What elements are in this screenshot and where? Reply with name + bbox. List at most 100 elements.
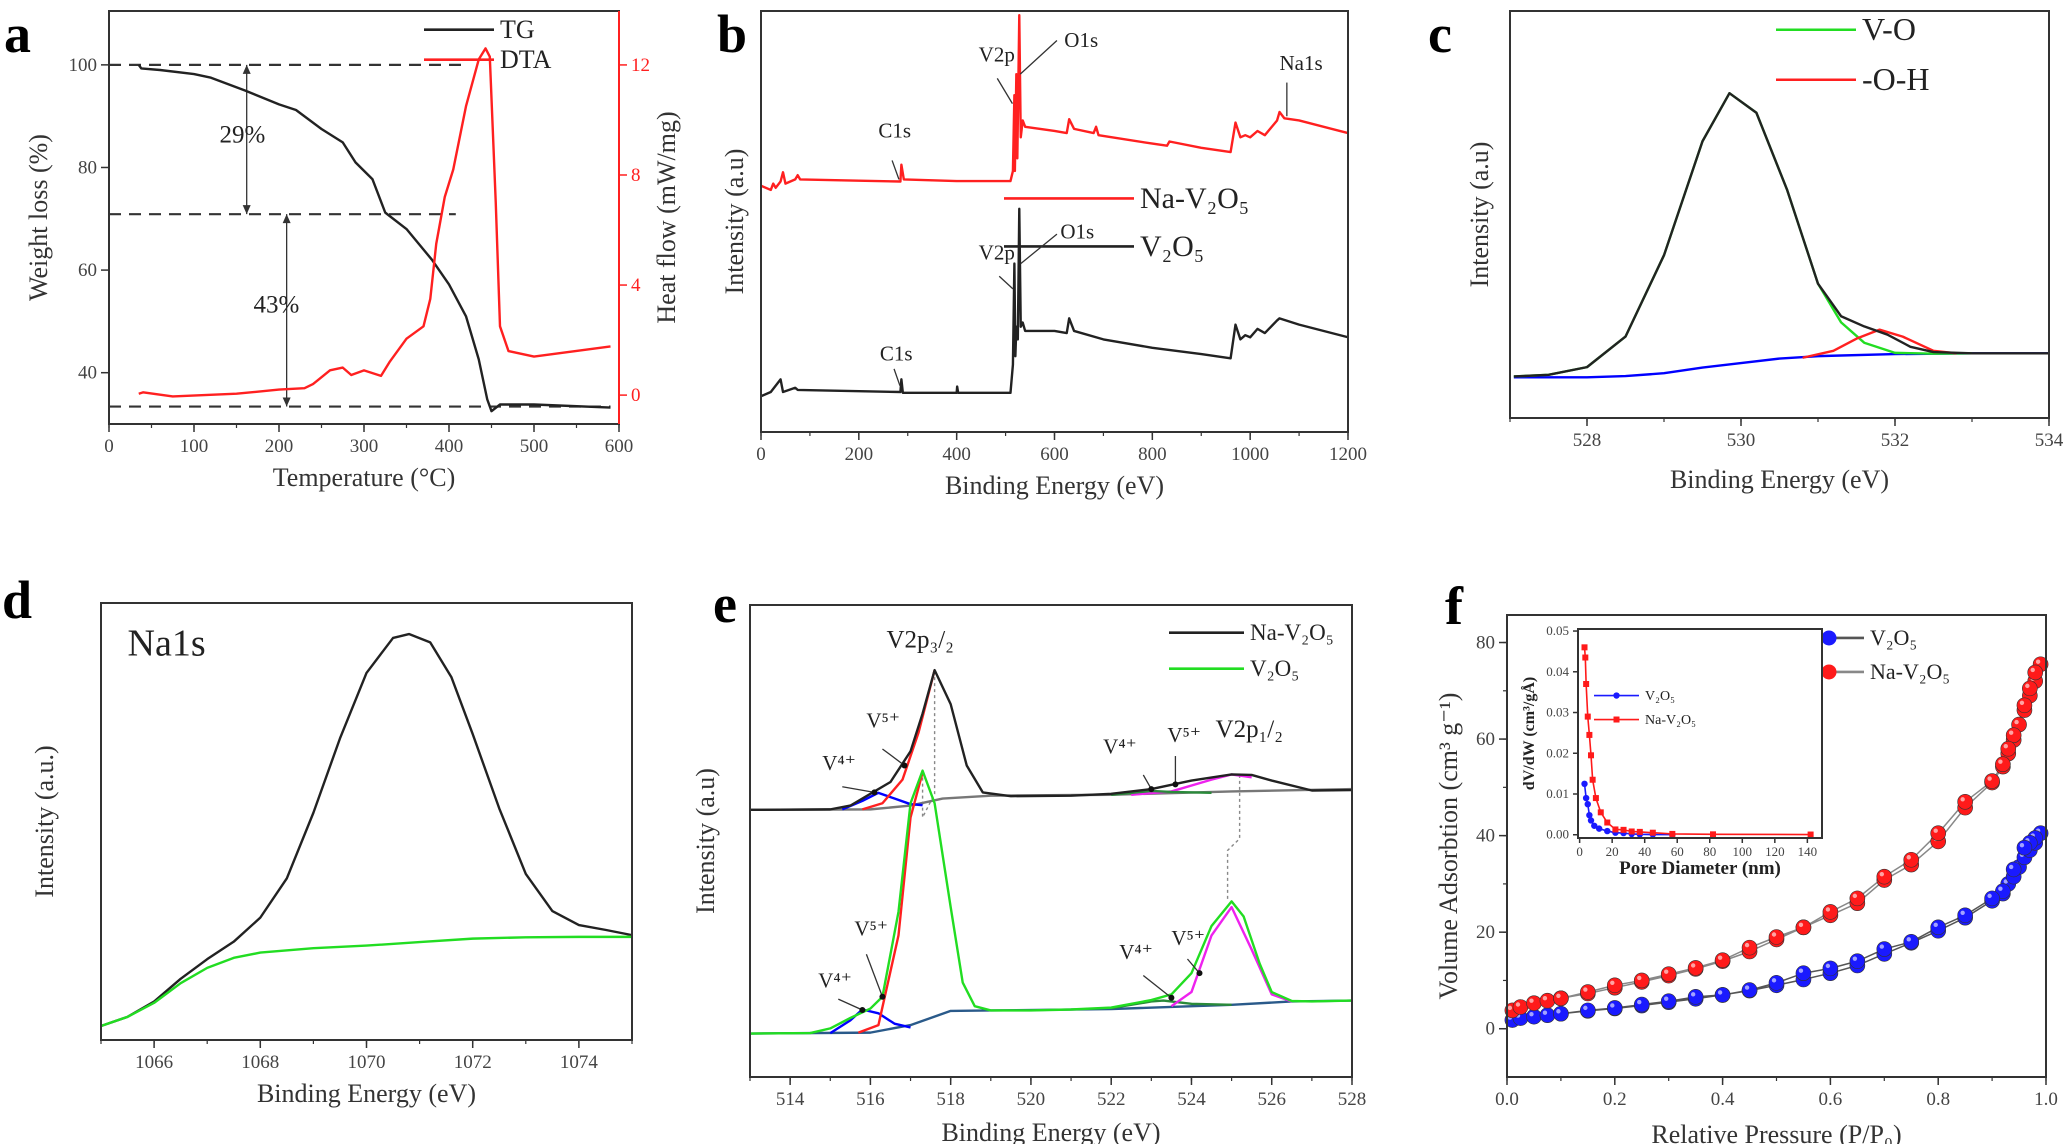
data-point: [1687, 960, 1704, 976]
data-point: [1876, 868, 1893, 885]
data-point-highlight: [1690, 992, 1696, 997]
series-line: [1513, 352, 2049, 379]
panel-label: d: [2, 570, 32, 630]
y-tick-label: 100: [69, 55, 98, 76]
series-line: [137, 64, 611, 413]
data-point: [1741, 982, 1758, 998]
y-axis-label: Intensity (a.u): [720, 149, 749, 295]
x-tick-label: 534: [2035, 430, 2064, 451]
x-tick-label: 500: [520, 436, 549, 457]
legend: V₂O₅ Na-V₂O₅: [1594, 689, 1696, 728]
y-axis-label: Intensity (a.u.): [30, 745, 59, 897]
annotation-leader-line: [893, 368, 901, 386]
data-point: [1768, 975, 1785, 991]
legend-item: V-O: [1776, 11, 1916, 47]
annotation-leader-line: [891, 160, 900, 180]
data-point: [1633, 972, 1650, 989]
annotation-arrowhead: [1148, 786, 1155, 793]
annotation-leader-line: [1019, 39, 1058, 75]
data-point-highlight: [1998, 886, 2003, 891]
annotation-label: V⁴⁺: [1103, 735, 1137, 759]
data-point: [1807, 831, 1814, 838]
data-point: [1584, 713, 1591, 720]
x-tick-label: 514: [776, 1089, 805, 1110]
y2-tick-label: 0: [631, 385, 641, 406]
inset-background: [1578, 629, 1822, 838]
dotted-guide-line: [1226, 774, 1241, 902]
data-point: [1628, 828, 1635, 835]
series-0: [137, 64, 611, 413]
x-tick-label: 80: [1703, 844, 1716, 859]
annotation-label: V⁵⁺: [866, 709, 900, 733]
data-point: [1687, 989, 1704, 1005]
legend-item: V₂O₅: [1594, 689, 1675, 704]
data-point: [1930, 825, 1946, 842]
data-point-highlight: [1690, 963, 1696, 968]
data-point-highlight: [1852, 893, 1858, 899]
data-point: [1849, 890, 1866, 907]
data-point-highlight: [1515, 1002, 1521, 1007]
x-tick-label: 0.6: [1819, 1089, 1843, 1110]
data-point: [1586, 811, 1593, 819]
data-point: [2027, 664, 2044, 681]
x-tick-label: 532: [1881, 430, 1910, 451]
x-tick-label: 1200: [1329, 444, 1367, 465]
data-point: [1588, 752, 1595, 759]
annotation-label: V⁵⁺: [1171, 926, 1205, 950]
x-axis-label: Binding Energy (eV): [941, 1118, 1160, 1144]
series-1: [1581, 644, 1814, 838]
x-tick-label: 1072: [454, 1052, 492, 1073]
data-point-highlight: [2025, 683, 2030, 689]
series-line: [100, 935, 632, 1028]
annotation-label: V⁴⁺: [818, 968, 852, 992]
legend: Na-V₂O₅ V₂O₅: [1169, 620, 1334, 681]
y-tick-label: 60: [1476, 729, 1495, 750]
series-line: [1170, 905, 1293, 1008]
x-axis-label: Temperature (°C): [273, 463, 456, 492]
annotation-label: C1s: [880, 341, 913, 365]
x-axis-label: Binding Energy (eV): [257, 1079, 476, 1108]
data-point-highlight: [2035, 659, 2041, 664]
x-tick-label: 600: [605, 436, 634, 457]
panel-label: e: [713, 574, 737, 634]
series-1: [1504, 656, 2049, 1019]
data-point: [2016, 697, 2033, 714]
data-point-highlight: [1637, 975, 1642, 981]
data-point-highlight: [1933, 828, 1938, 833]
data-point-highlight: [2003, 744, 2008, 749]
series-0: [1513, 352, 2049, 379]
data-point: [1660, 993, 1677, 1010]
y-axis-label: Intensity (a.u): [691, 768, 720, 914]
legend-item: V₂O₅: [1794, 625, 1917, 650]
annotation-arrowhead: [859, 1006, 866, 1013]
data-point: [1580, 984, 1596, 1000]
series-line: [857, 772, 924, 1034]
data-point-highlight: [1542, 1010, 1548, 1015]
data-point: [1741, 939, 1758, 956]
legend-item: Na-V₂O₅: [1004, 182, 1249, 215]
series-line: [1513, 92, 2049, 378]
series-1: [841, 791, 923, 811]
annotation-arrowhead: [871, 789, 878, 796]
data-point: [1620, 826, 1627, 833]
series-10: [1170, 905, 1293, 1008]
annotation-label: V⁵⁺: [1167, 723, 1201, 747]
x-tick-label: 600: [1040, 444, 1069, 465]
data-point-highlight: [1825, 963, 1831, 969]
x-tick-label: 140: [1798, 844, 1818, 859]
data-point: [1795, 965, 1812, 982]
y-tick-label: 0.05: [1546, 623, 1569, 638]
data-point-highlight: [1771, 978, 1777, 983]
data-point-highlight: [1998, 759, 2003, 764]
annotation-label: V2p₁/₂: [1216, 716, 1283, 743]
x-tick-label: 528: [1573, 430, 1602, 451]
legend-item: V₂O₅: [1169, 656, 1299, 681]
legend-item: Na-V₂O₅: [1794, 659, 1950, 684]
data-point: [1526, 995, 1542, 1011]
annotation-label: V⁴⁺: [822, 751, 856, 775]
panel-d: 1066 1068 1070 1072 1074 Binding Energy (eV) I…: [2, 570, 633, 1108]
panel-label: f: [1445, 576, 1464, 636]
data-point: [1526, 1008, 1542, 1025]
legend-item: TG: [424, 15, 535, 44]
